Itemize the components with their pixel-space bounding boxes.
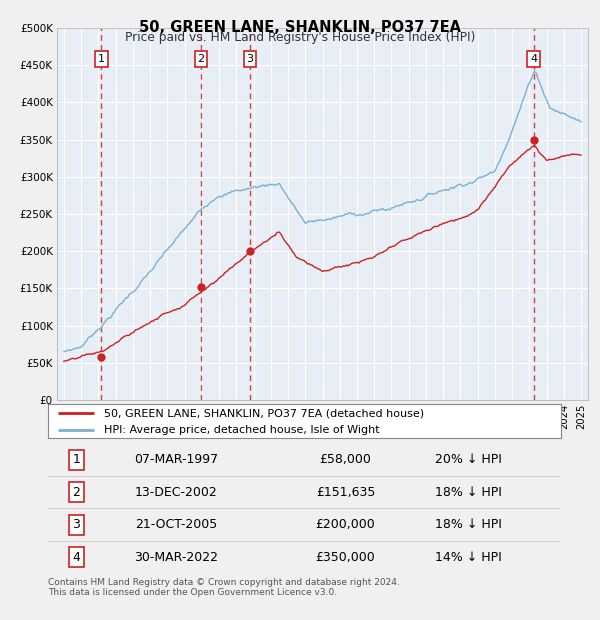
Text: 13-DEC-2002: 13-DEC-2002 [135, 485, 218, 498]
Text: 4: 4 [72, 551, 80, 564]
Text: 50, GREEN LANE, SHANKLIN, PO37 7EA: 50, GREEN LANE, SHANKLIN, PO37 7EA [139, 20, 461, 35]
Text: £200,000: £200,000 [316, 518, 376, 531]
Text: 18% ↓ HPI: 18% ↓ HPI [435, 518, 502, 531]
Text: 1: 1 [72, 453, 80, 466]
Text: 4: 4 [530, 54, 537, 64]
Text: £350,000: £350,000 [316, 551, 376, 564]
Text: 50, GREEN LANE, SHANKLIN, PO37 7EA (detached house): 50, GREEN LANE, SHANKLIN, PO37 7EA (deta… [104, 409, 425, 419]
Text: 20% ↓ HPI: 20% ↓ HPI [435, 453, 502, 466]
Text: 2: 2 [72, 485, 80, 498]
Text: £151,635: £151,635 [316, 485, 375, 498]
Text: 2: 2 [197, 54, 205, 64]
Text: 1: 1 [98, 54, 105, 64]
Text: 21-OCT-2005: 21-OCT-2005 [135, 518, 217, 531]
Text: 18% ↓ HPI: 18% ↓ HPI [435, 485, 502, 498]
Text: Price paid vs. HM Land Registry's House Price Index (HPI): Price paid vs. HM Land Registry's House … [125, 31, 475, 44]
Text: 14% ↓ HPI: 14% ↓ HPI [435, 551, 502, 564]
Text: HPI: Average price, detached house, Isle of Wight: HPI: Average price, detached house, Isle… [104, 425, 380, 435]
Text: Contains HM Land Registry data © Crown copyright and database right 2024.
This d: Contains HM Land Registry data © Crown c… [48, 578, 400, 597]
Text: 30-MAR-2022: 30-MAR-2022 [134, 551, 218, 564]
Text: 3: 3 [247, 54, 254, 64]
Text: £58,000: £58,000 [320, 453, 371, 466]
Text: 3: 3 [72, 518, 80, 531]
Text: 07-MAR-1997: 07-MAR-1997 [134, 453, 218, 466]
